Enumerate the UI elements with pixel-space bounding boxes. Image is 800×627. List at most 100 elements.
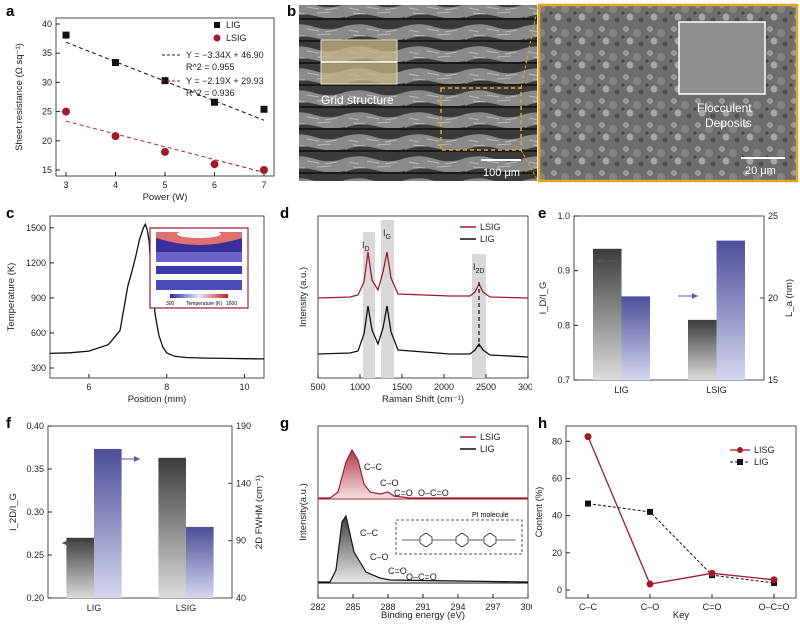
h-ytick-label: 40: [552, 511, 562, 521]
f-right-arrow-head: [134, 456, 140, 462]
e-ytick-left-label: 0.7: [557, 375, 570, 385]
lsig-cc-peak: [318, 450, 528, 498]
fit-line-lsig: [65, 120, 265, 173]
a-ytick-label: 15: [42, 165, 52, 175]
lig-cc-peak: [318, 516, 528, 582]
panel-a-ticks: 3 4 5 6 7 15 20 25 30 35 40: [42, 19, 267, 190]
scale-label-right: 20 μm: [745, 165, 776, 177]
h-point-lisg: [646, 580, 654, 588]
panel-a-xlabel: Power (W): [143, 192, 188, 203]
legend-lig-label-h: LIG: [754, 457, 769, 467]
point-lig: [62, 31, 70, 39]
fit-lsig-equation: Y = −2.19X + 29.93: [186, 76, 264, 86]
a-xtick-label: 3: [63, 180, 68, 190]
g-xtick-label: 288: [380, 602, 395, 612]
panel-c-chart: c 6 8 10 300 600 900 1200 1500 300 Temperature …: [6, 205, 265, 405]
legend-lsig-label-g: LSIG: [480, 432, 501, 442]
panel-g-legend: LSIG LIG: [460, 432, 501, 454]
g-xtick-label: 291: [415, 602, 430, 612]
a-ytick-label: 35: [42, 48, 52, 58]
panel-f-chart: f LIG LSIG0.200.250.300.350.404090140190 …: [6, 415, 265, 613]
panel-b-label: b: [287, 3, 296, 20]
c-xtick-label: 6: [86, 382, 91, 392]
panel-g-chart: g C–C C–O C=O O–C=O C–C C–O C=O O–C=O PI…: [280, 415, 536, 621]
h-line-lig: [587, 503, 775, 584]
panel-h-axes: [565, 425, 797, 599]
panel-h-legend: LISG LIG: [730, 445, 775, 467]
inset-scale-title: Temperature (K): [186, 301, 222, 307]
legend-lsig-label: LSIG: [226, 33, 247, 43]
e-ytick-right-label: 20: [768, 293, 778, 303]
zoom-connector-bottom: [520, 149, 539, 182]
e-bar-left-lsig: [688, 319, 717, 380]
panel-d-ticks: 500 1000 1500 2000 2500 3000: [310, 374, 538, 392]
e-ytick-right-label: 15: [768, 375, 778, 385]
panel-c: c 6 8 10 300 600 900 1200 1500 300 Temperature …: [0, 202, 270, 407]
c-ytick-label: 1500: [26, 223, 46, 233]
f-ytick-left-label: 0.20: [26, 593, 44, 603]
panel-e-label: e: [538, 205, 546, 222]
e-category-label: LIG: [614, 385, 629, 395]
panel-c-ticks: 6 8 10 300 600 900 1200 1500: [26, 223, 250, 392]
h-xtick-label: C=O: [703, 602, 722, 612]
f-ytick-right-label: 190: [236, 421, 251, 431]
panel-a-chart: a 3 4 5 6 7 15 20 25 30 35 40 Power (W) Sheet resi…: [6, 3, 275, 203]
legend-lsig-label-d: LSIG: [480, 222, 501, 232]
c-xtick-label: 8: [164, 382, 169, 392]
zoom-connector-top: [520, 4, 539, 89]
point-lsig: [260, 166, 268, 174]
panel-d: d ID IG I2D LSIG LIG 500 1000 1500 2000 2500…: [270, 202, 538, 407]
panel-e-ylabel-right: L_a (nm): [784, 279, 795, 317]
c-ytick-label: 1200: [26, 258, 46, 268]
flocculent-caption-line1: Flocculent: [697, 101, 752, 115]
c-xtick-label: 10: [240, 382, 250, 392]
g-xtick-label: 300: [520, 602, 532, 612]
point-lig: [112, 59, 119, 67]
pi-molecule-inset: PI molecule: [395, 512, 523, 555]
h-line-lisg: [587, 436, 775, 585]
lsig-xps-spectrum: [318, 448, 528, 499]
h-xtick-label: C–O: [641, 602, 660, 612]
panel-h: h C–C C–O C=O O–C=O 0 20 40 60 80 LISG LIG Key C…: [532, 412, 800, 622]
e-bar-right-lsig: [716, 240, 745, 380]
a-xtick-label: 6: [212, 180, 217, 190]
panel-a-ylabel: Sheet resistance (Ω sq⁻¹): [14, 43, 25, 151]
f-bar-right-lsig: [186, 526, 214, 598]
grid-structure-caption: Grid structure: [321, 93, 394, 107]
h-xtick-label: O–C=O: [759, 602, 790, 612]
e-left-arrow-head: [596, 258, 602, 264]
temperature-curve: [49, 222, 265, 360]
d-xtick-label: 3000: [518, 382, 532, 392]
lig-peak-cc: C–C: [360, 528, 379, 538]
zoom-region-box: [440, 87, 522, 151]
h-point-lisg: [770, 576, 778, 584]
lsig-peak-c-double-o: C=O: [394, 488, 413, 498]
panel-f-ylabel-left: I_2D/I_G: [8, 493, 19, 531]
panel-h-chart: h C–C C–O C=O O–C=O 0 20 40 60 80 LISG LIG Key C…: [534, 415, 797, 621]
g-xtick-label: 294: [450, 602, 465, 612]
legend-lig-label-g: LIG: [480, 444, 495, 454]
h-point-lisg: [584, 433, 592, 441]
panel-a-label: a: [6, 3, 15, 20]
lig-peak-oco: O–C=O: [406, 572, 437, 582]
panel-d-xlabel: Raman Shift (cm⁻¹): [382, 394, 464, 405]
g-band-highlight: [381, 220, 394, 378]
legend-lig-label: LIG: [226, 20, 241, 30]
lsig-peak-co: C–O: [380, 478, 399, 488]
f-category-label: LIG: [87, 603, 102, 613]
a-xtick-label: 4: [113, 180, 118, 190]
lig-raman-spectrum: [317, 305, 529, 358]
point-lsig: [62, 107, 70, 116]
c-ytick-label: 300: [31, 363, 46, 373]
panel-g: g C–C C–O C=O O–C=O C–C C–O C=O O–C=O PI…: [270, 412, 536, 622]
temperature-inset: 300 Temperature (K) 1600: [149, 227, 249, 309]
panel-e: e LIG LSIG 0.7 0.8 0.9 1.0 15 20 25 I_D/I_G L_a …: [532, 202, 800, 407]
pi-molecule-label: PI molecule: [472, 512, 509, 519]
panel-d-ylabel: Intensity (a.u.): [298, 267, 309, 327]
panel-e-ylabel-left: I_D/I_G: [538, 282, 549, 315]
a-ytick-label: 25: [42, 107, 52, 117]
f-ytick-left-label: 0.40: [26, 421, 44, 431]
d-xtick-label: 2000: [434, 382, 454, 392]
f-bar-right-lig: [94, 448, 122, 598]
f-ytick-right-label: 40: [236, 593, 246, 603]
